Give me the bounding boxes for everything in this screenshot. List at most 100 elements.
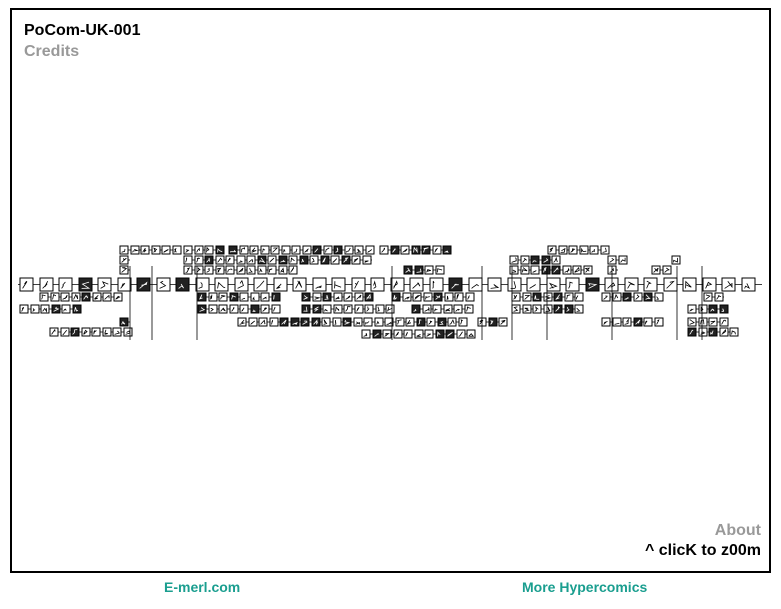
comic-panel-thumbnail[interactable] — [507, 277, 522, 292]
comic-panel-thumbnail[interactable] — [546, 277, 561, 292]
comic-panel-thumbnail[interactable] — [442, 245, 452, 255]
comic-panel-thumbnail[interactable] — [343, 292, 353, 302]
comic-panel-thumbnail[interactable] — [288, 255, 298, 265]
comic-panel-thumbnail[interactable] — [258, 317, 268, 327]
comic-panel-thumbnail[interactable] — [257, 255, 267, 265]
comic-panel-thumbnail[interactable] — [393, 329, 403, 339]
comic-panel-thumbnail[interactable] — [344, 245, 354, 255]
more-hypercomics-link[interactable]: More Hypercomics — [522, 579, 648, 595]
comic-panel-thumbnail[interactable] — [343, 304, 353, 314]
comic-panel-thumbnail[interactable] — [379, 245, 389, 255]
comic-panel-thumbnail[interactable] — [229, 304, 239, 314]
comic-panel-thumbnail[interactable] — [612, 292, 622, 302]
comic-panel-thumbnail[interactable] — [81, 292, 91, 302]
comic-panel-thumbnail[interactable] — [354, 304, 364, 314]
comic-panel-thumbnail[interactable] — [218, 304, 228, 314]
comic-panel-thumbnail[interactable] — [426, 317, 436, 327]
comic-panel-thumbnail[interactable] — [541, 255, 551, 265]
comic-panel-thumbnail[interactable] — [40, 304, 50, 314]
comic-panel-thumbnail[interactable] — [351, 255, 361, 265]
comic-panel-thumbnail[interactable] — [687, 317, 697, 327]
comic-panel-thumbnail[interactable] — [509, 255, 519, 265]
comic-panel-thumbnail[interactable] — [246, 265, 256, 275]
comic-panel-thumbnail[interactable] — [225, 255, 235, 265]
comic-panel-thumbnail[interactable] — [444, 292, 454, 302]
comic-panel-thumbnail[interactable] — [721, 277, 736, 292]
comic-panel-thumbnail[interactable] — [643, 317, 653, 327]
comic-panel-thumbnail[interactable] — [372, 329, 382, 339]
comic-panel-thumbnail[interactable] — [281, 245, 291, 255]
comic-panel-thumbnail[interactable] — [391, 292, 401, 302]
comic-panel-thumbnail[interactable] — [698, 327, 708, 337]
comic-panel-thumbnail[interactable] — [583, 265, 593, 275]
comic-panel-thumbnail[interactable] — [183, 255, 193, 265]
comic-panel-thumbnail[interactable] — [651, 265, 661, 275]
comic-panel-thumbnail[interactable] — [384, 317, 394, 327]
comic-panel-thumbnail[interactable] — [50, 292, 60, 302]
comic-panel-thumbnail[interactable] — [579, 245, 589, 255]
comic-panel-thumbnail[interactable] — [432, 304, 442, 314]
comic-panel-thumbnail[interactable] — [312, 245, 322, 255]
comic-panel-thumbnail[interactable] — [453, 304, 463, 314]
comic-panel-thumbnail[interactable] — [741, 277, 756, 292]
comic-panel-thumbnail[interactable] — [215, 265, 225, 275]
comic-panel-thumbnail[interactable] — [671, 255, 681, 265]
comic-panel-thumbnail[interactable] — [572, 265, 582, 275]
comic-panel-thumbnail[interactable] — [194, 265, 204, 275]
comic-panel-thumbnail[interactable] — [333, 304, 343, 314]
comic-panel-thumbnail[interactable] — [253, 277, 268, 292]
comic-panel-thumbnail[interactable] — [385, 304, 395, 314]
comic-panel-thumbnail[interactable] — [312, 292, 322, 302]
comic-panel-thumbnail[interactable] — [19, 277, 34, 292]
comic-panel-thumbnail[interactable] — [600, 245, 610, 255]
comic-panel-thumbnail[interactable] — [112, 327, 122, 337]
comic-panel-thumbnail[interactable] — [564, 304, 574, 314]
comic-panel-thumbnail[interactable] — [271, 304, 281, 314]
comic-panel-thumbnail[interactable] — [687, 304, 697, 314]
comic-panel-thumbnail[interactable] — [234, 277, 249, 292]
comic-panel-thumbnail[interactable] — [270, 245, 280, 255]
comic-panel-thumbnail[interactable] — [530, 255, 540, 265]
comic-panel-thumbnail[interactable] — [543, 292, 553, 302]
comic-panel-thumbnail[interactable] — [729, 327, 739, 337]
comic-panel-thumbnail[interactable] — [633, 317, 643, 327]
comic-panel-thumbnail[interactable] — [541, 265, 551, 275]
comic-panel-thumbnail[interactable] — [432, 245, 442, 255]
comic-panel-thumbnail[interactable] — [547, 245, 557, 255]
comic-panel-thumbnail[interactable] — [19, 304, 29, 314]
credits-link[interactable]: Credits — [24, 43, 80, 60]
comic-panel-thumbnail[interactable] — [437, 317, 447, 327]
comic-panel-thumbnail[interactable] — [365, 245, 375, 255]
comic-panel-thumbnail[interactable] — [269, 317, 279, 327]
comic-panel-thumbnail[interactable] — [448, 277, 463, 292]
comic-panel-thumbnail[interactable] — [123, 327, 133, 337]
comic-panel-thumbnail[interactable] — [215, 255, 225, 265]
comic-panel-thumbnail[interactable] — [465, 292, 475, 302]
comic-panel-thumbnail[interactable] — [320, 255, 330, 265]
comic-panel-thumbnail[interactable] — [130, 245, 140, 255]
comic-panel-thumbnail[interactable] — [622, 292, 632, 302]
comic-panel-thumbnail[interactable] — [374, 317, 384, 327]
comic-panel-thumbnail[interactable] — [654, 317, 664, 327]
comic-panel-thumbnail[interactable] — [604, 277, 619, 292]
comic-panel-thumbnail[interactable] — [301, 304, 311, 314]
comic-panel-thumbnail[interactable] — [362, 255, 372, 265]
comic-panel-thumbnail[interactable] — [267, 265, 277, 275]
comic-panel-thumbnail[interactable] — [354, 292, 364, 302]
comic-panel-thumbnail[interactable] — [333, 245, 343, 255]
comic-panel-thumbnail[interactable] — [218, 292, 228, 302]
comic-panel-thumbnail[interactable] — [662, 265, 672, 275]
comic-panel-thumbnail[interactable] — [195, 277, 210, 292]
comic-panel-thumbnail[interactable] — [568, 245, 578, 255]
comic-panel-thumbnail[interactable] — [654, 292, 664, 302]
comic-panel-thumbnail[interactable] — [633, 292, 643, 302]
comic-panel-thumbnail[interactable] — [622, 317, 632, 327]
comic-panel-thumbnail[interactable] — [312, 277, 327, 292]
comic-panel-thumbnail[interactable] — [248, 317, 258, 327]
comic-panel-thumbnail[interactable] — [102, 292, 112, 302]
comic-panel-thumbnail[interactable] — [119, 255, 129, 265]
comic-panel-thumbnail[interactable] — [400, 245, 410, 255]
comic-panel-thumbnail[interactable] — [156, 277, 171, 292]
comic-panel-thumbnail[interactable] — [292, 277, 307, 292]
comic-panel-thumbnail[interactable] — [321, 317, 331, 327]
